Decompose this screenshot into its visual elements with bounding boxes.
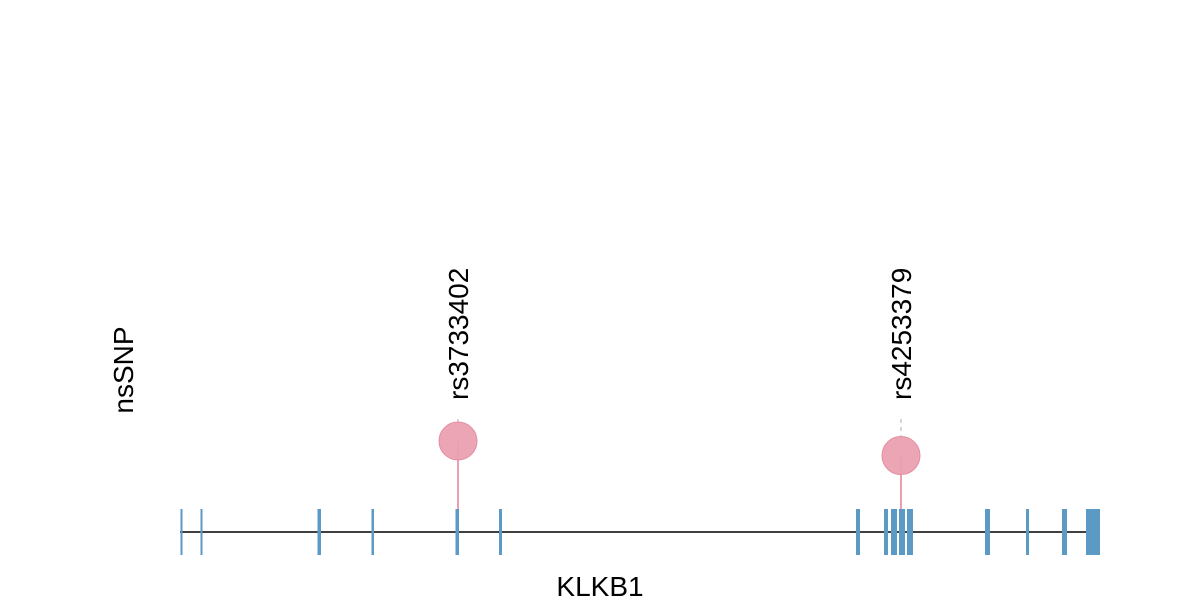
exon-11 — [907, 509, 913, 555]
exon-10 — [899, 509, 905, 555]
variant-label-rs4253379: rs4253379 — [886, 268, 917, 400]
variant-labels: rs3733402 rs4253379 — [443, 268, 917, 400]
exon-3 — [317, 509, 321, 555]
exon-13 — [1026, 509, 1029, 555]
exon-14 — [1062, 509, 1067, 555]
exon-7 — [856, 509, 860, 555]
exon-5 — [455, 509, 459, 555]
gene-name-label: KLKB1 — [556, 571, 643, 600]
exon-6 — [499, 509, 502, 555]
track-label-nssnp: nsSNP — [108, 326, 139, 413]
variant-head-rs3733402[interactable] — [438, 421, 478, 461]
exon-12 — [985, 509, 990, 555]
exon-15 — [1086, 509, 1100, 555]
exon-9 — [891, 509, 897, 555]
exon-2 — [200, 509, 203, 555]
variant-label-rs3733402: rs3733402 — [443, 268, 474, 400]
exon-4 — [371, 509, 374, 555]
exon-1 — [180, 509, 183, 555]
exon-blocks — [180, 509, 1100, 555]
variant-stems — [457, 419, 902, 532]
variant-head-rs4253379[interactable] — [881, 436, 921, 476]
variant-heads — [438, 421, 921, 476]
track-label-group: nsSNP — [108, 326, 139, 413]
exon-8 — [884, 509, 888, 555]
